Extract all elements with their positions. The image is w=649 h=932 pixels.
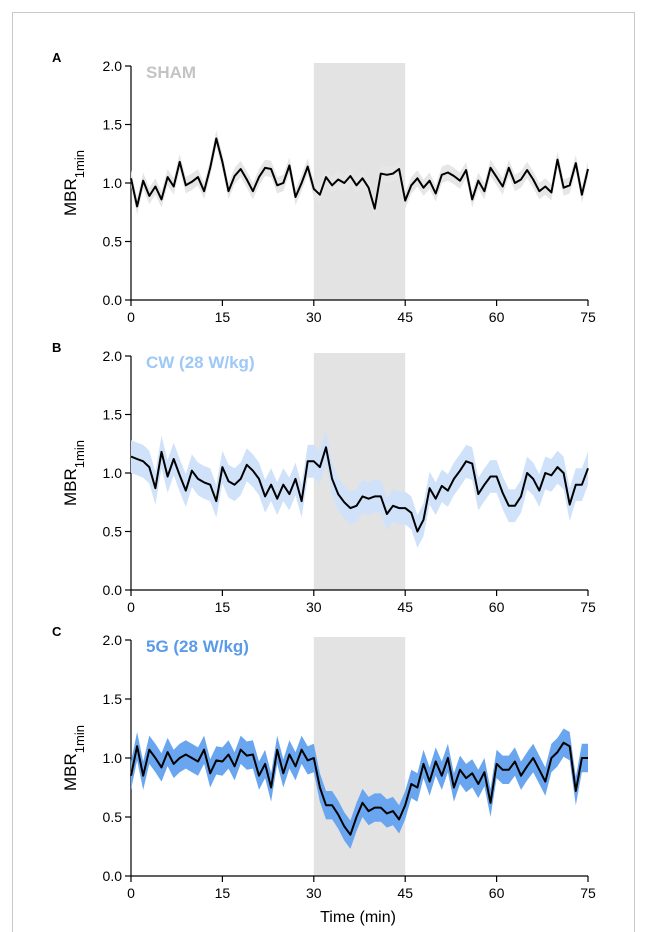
panel-c: 0.0 0.5 1.0 1.5 2.0 0 15 30 45 60 75 C 5G (28 W/kg) M… [52,624,596,901]
y-axis-label-subscript: 1min [72,440,87,468]
x-axis-label: Time (min) [320,909,396,926]
y-tick-label: 1.5 [103,117,123,133]
x-tick-label: 60 [489,599,505,615]
y-tick-label: 0.0 [103,292,123,308]
x-tick-label: 30 [306,885,322,901]
y-tick-label: 0.5 [103,234,123,250]
x-tick-label: 45 [397,599,413,615]
exposure-window-shade [313,353,406,590]
y-tick-label: 2.0 [103,58,123,74]
mean-line [130,137,589,210]
y-tick-label: 2.0 [103,348,123,364]
y-axis-label: MBR1min [61,150,87,216]
x-tick-label: 0 [127,309,135,325]
panels: 0.00.51.01.52.00 15 30 45 60 75ASHAMMBR1min0.… [52,50,596,901]
error-band [131,728,588,849]
x-tick-label: 45 [397,309,413,325]
y-axis-label: MBR1min [61,725,87,791]
x-tick-label: 30 [306,309,322,325]
x-tick-label: 75 [580,599,596,615]
panel-title: CW (28 W/kg) [146,353,255,372]
y-axis-label: MBR1min [61,440,87,506]
y-tick-label: 2.0 [103,632,123,648]
x-tick-label: 15 [215,309,231,325]
y-tick-label: 1.5 [103,691,123,707]
x-tick-label: 75 [580,309,596,325]
x-tick-label: 30 [306,599,322,615]
x-tick-label: 60 [489,309,505,325]
mean-line [130,741,588,836]
x-tick-label: 45 [397,885,413,901]
figure-border [12,12,635,932]
x-tick-label: 15 [215,885,231,901]
panel-letter: B [52,340,61,355]
y-tick-label: 0.0 [103,868,123,884]
y-tick-label: 1.5 [103,407,123,423]
x-tick-label: 0 [127,599,135,615]
y-tick-label: 0.5 [103,524,123,540]
panel-a: 0.0 0.5 1.0 1.5 2.0 0 15 30 45 60 75 A SHAM MBR1min [52,50,596,325]
panel-title: SHAM [146,63,196,82]
y-tick-label: 1.0 [103,750,123,766]
x-tick-label: 75 [580,885,596,901]
y-axis-label-subscript: 1min [72,150,87,178]
panel-letter: C [52,624,62,639]
mean-line [130,446,589,533]
x-tick-label: 0 [127,885,135,901]
panel-letter: A [52,50,62,65]
x-tick-label: 15 [215,599,231,615]
panel-title: 5G (28 W/kg) [146,637,249,656]
panel-b: 0.0 0.5 1.0 1.5 2.0 0 15 30 45 60 75 B CW (28 W/kg) M… [52,340,596,615]
y-tick-label: 1.0 [103,465,123,481]
error-band [131,430,588,548]
y-tick-label: 1.0 [103,175,123,191]
y-tick-label: 0.0 [103,582,123,598]
y-axis-label-subscript: 1min [72,725,87,753]
x-tick-label: 60 [489,885,505,901]
y-tick-label: 0.5 [103,809,123,825]
exposure-window-shade [313,637,406,876]
